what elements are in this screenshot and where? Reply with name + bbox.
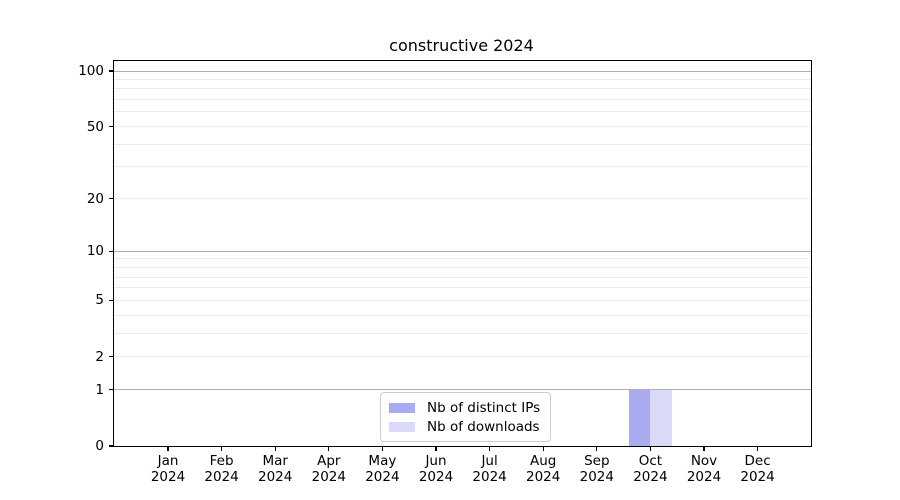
legend-label-downloads: Nb of downloads <box>427 418 540 435</box>
x-tick-label: Oct 2024 <box>633 453 668 485</box>
x-tick-label: Aug 2024 <box>526 453 561 485</box>
y-gridline-minor <box>114 314 811 316</box>
y-gridline-minor <box>114 111 811 113</box>
x-tick-mark <box>435 447 437 451</box>
legend-label-distinct-ips: Nb of distinct IPs <box>427 399 541 416</box>
y-gridline-minor <box>114 356 811 358</box>
y-tick-mark <box>109 70 113 72</box>
legend-item-distinct-ips: Nb of distinct IPs <box>389 398 540 417</box>
y-tick-mark <box>109 299 113 301</box>
y-tick-label: 20 <box>86 190 104 207</box>
y-tick-mark <box>109 250 113 252</box>
x-tick-label: Jan 2024 <box>150 453 186 485</box>
y-gridline-major <box>114 70 811 72</box>
x-tick-label: Nov 2024 <box>686 453 722 485</box>
x-tick-mark <box>489 447 491 451</box>
y-tick-label: 100 <box>78 63 104 79</box>
x-tick-mark <box>167 447 169 451</box>
x-tick-label: May 2024 <box>365 453 400 485</box>
x-tick-mark <box>274 447 276 451</box>
legend-swatch-downloads <box>389 421 415 432</box>
y-gridline-minor <box>114 299 811 301</box>
x-tick-label: Sep 2024 <box>579 453 614 485</box>
y-tick-mark <box>109 389 113 391</box>
y-tick-mark <box>109 125 113 128</box>
legend: Nb of distinct IPs Nb of downloads <box>380 392 552 442</box>
x-tick-mark <box>703 447 705 451</box>
y-gridline-minor <box>114 276 811 278</box>
chart-title: constructive 2024 <box>389 36 534 55</box>
bar-nb-of-distinct-ips-oct <box>628 389 651 446</box>
y-tick-label: 0 <box>95 438 104 454</box>
y-tick-mark <box>109 445 113 447</box>
y-tick-mark <box>109 356 113 358</box>
x-tick-label: Feb 2024 <box>204 453 239 485</box>
legend-item-downloads: Nb of downloads <box>389 417 540 436</box>
y-gridline-minor <box>114 99 811 101</box>
y-gridline-minor <box>114 198 811 200</box>
y-gridline-major <box>114 389 811 391</box>
y-gridline-minor <box>114 88 811 90</box>
x-tick-label: Jun 2024 <box>418 453 454 485</box>
x-tick-mark <box>757 447 759 451</box>
y-tick-label: 5 <box>95 292 104 309</box>
x-tick-mark <box>221 447 223 451</box>
bar-nb-of-downloads-oct <box>650 389 672 446</box>
y-gridline-minor <box>114 143 811 145</box>
y-gridline-minor <box>114 332 811 334</box>
y-gridline-major <box>114 250 811 252</box>
y-gridline-minor <box>114 126 811 128</box>
x-tick-label: Apr 2024 <box>311 453 346 485</box>
x-tick-label: Mar 2024 <box>258 453 293 485</box>
x-tick-mark <box>596 447 598 451</box>
y-gridline-minor <box>114 287 811 289</box>
y-gridline-minor <box>114 266 811 268</box>
x-tick-mark <box>649 447 651 451</box>
y-gridline-minor <box>114 166 811 168</box>
x-tick-label: Dec 2024 <box>740 453 775 485</box>
y-gridline-minor <box>114 258 811 260</box>
x-tick-mark <box>328 447 330 451</box>
x-tick-label: Jul 2024 <box>472 453 507 485</box>
y-tick-label: 2 <box>95 348 104 365</box>
x-tick-mark <box>381 447 383 451</box>
y-tick-label: 50 <box>86 118 104 135</box>
y-tick-mark <box>109 198 113 200</box>
y-gridline-minor <box>114 78 811 80</box>
y-tick-label: 10 <box>86 243 104 260</box>
legend-swatch-distinct-ips <box>389 402 415 413</box>
y-tick-label: 1 <box>95 381 104 398</box>
x-tick-mark <box>542 447 544 451</box>
plot-area: Nb of distinct IPs Nb of downloads 0 1 2 5 1… <box>78 60 812 485</box>
